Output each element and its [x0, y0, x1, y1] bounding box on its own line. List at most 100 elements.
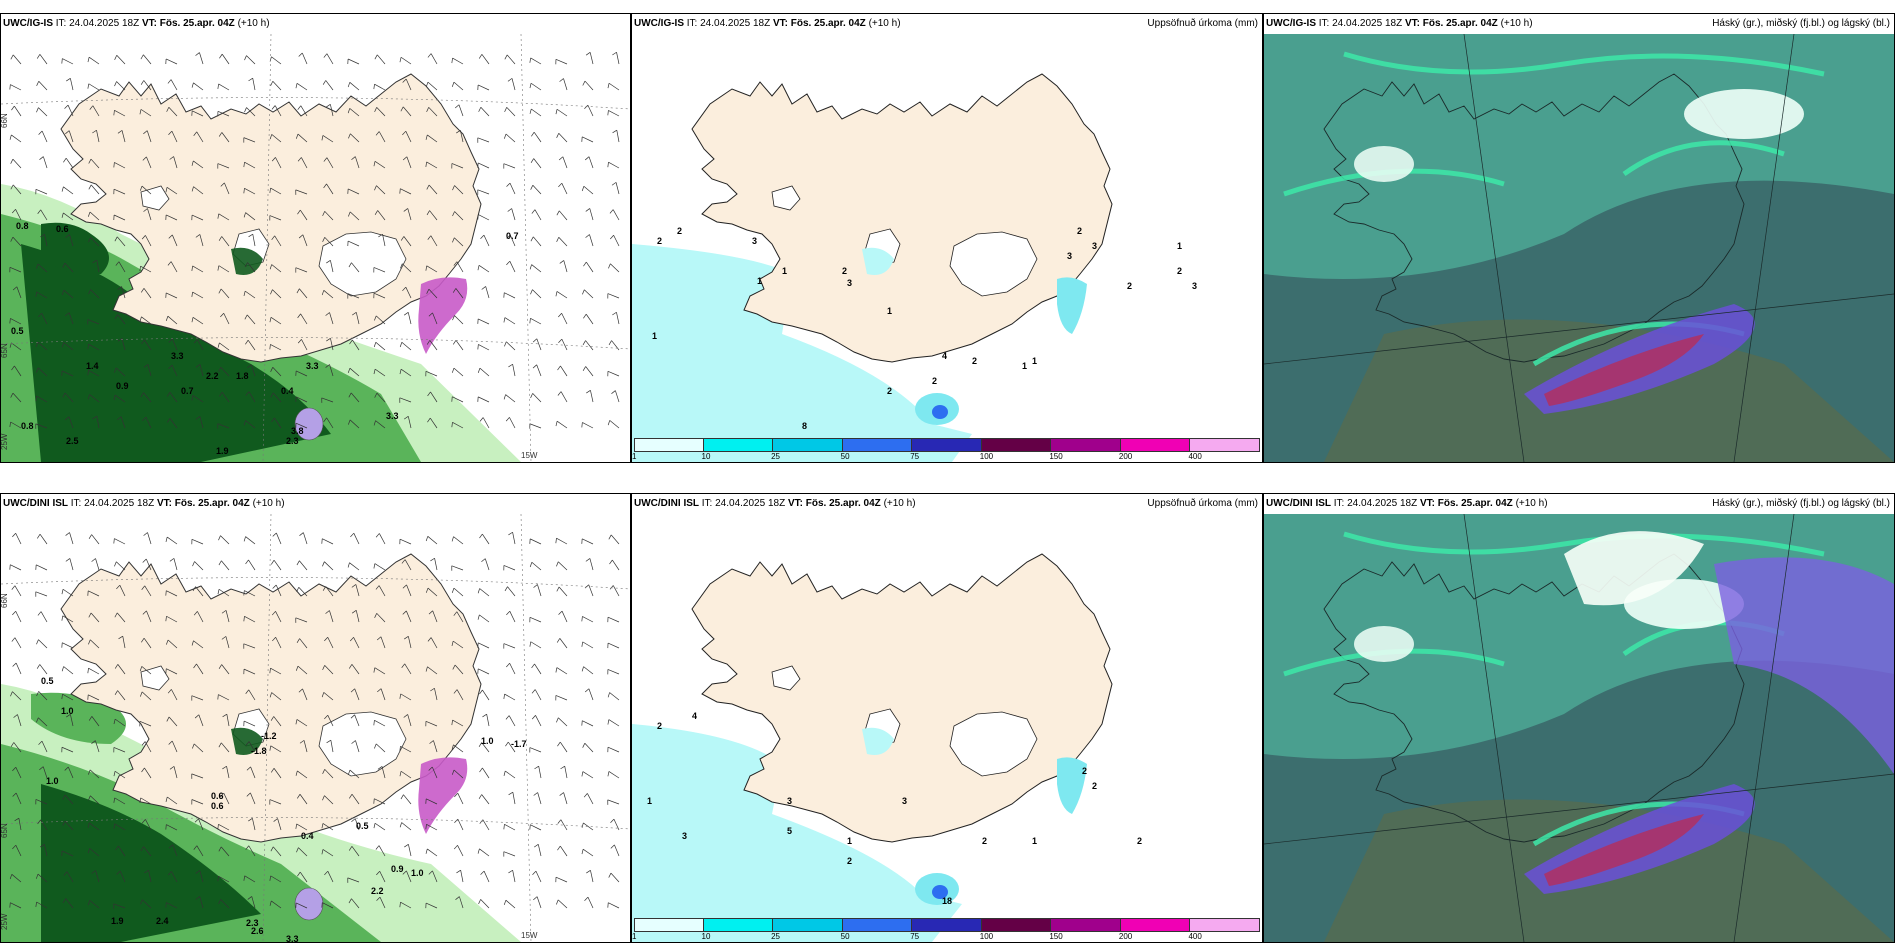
wind-barb	[507, 741, 516, 753]
wind-barb-flag	[37, 819, 41, 825]
wind-barb	[587, 896, 594, 909]
wind-barb	[558, 133, 568, 143]
wind-barb-flag	[36, 717, 39, 723]
wind-barb-flag	[88, 795, 91, 801]
wind-barb-flag	[193, 663, 197, 669]
wind-barb-flag	[297, 105, 302, 110]
precip-value-label: 3.3	[286, 934, 299, 942]
wind-barb	[536, 364, 542, 377]
wind-barb	[453, 367, 464, 377]
wind-barb-flag	[455, 896, 460, 900]
precip-value-label: 1	[757, 276, 762, 286]
panel-subtitle: Uppsöfnuð úrkoma (mm)	[1147, 18, 1258, 29]
wind-barb-flag	[504, 586, 508, 592]
wind-barb-flag	[140, 54, 144, 60]
wind-barb	[503, 565, 516, 571]
wind-barb-flag	[401, 559, 406, 564]
wind-barb-flag	[323, 417, 327, 423]
high-cloud-band	[1343, 51, 1825, 77]
precip-value-label: 1	[652, 331, 657, 341]
precip-area-heavy	[932, 405, 948, 419]
wind-barb-flag	[400, 794, 404, 800]
wind-barb-flag	[529, 57, 532, 63]
wind-barb-flag	[323, 183, 327, 189]
colorbar-tick-label: 100	[979, 932, 994, 941]
lon-label: 15W	[521, 451, 538, 460]
heavy-cloud-band	[1544, 334, 1704, 406]
wind-barb-flag	[87, 394, 90, 400]
wind-barb	[36, 291, 48, 299]
wind-barb	[199, 896, 204, 909]
wind-barb-flag	[298, 688, 303, 693]
lat-label: 66N	[1, 113, 9, 128]
wind-barb	[607, 370, 620, 377]
wind-barb	[35, 423, 48, 429]
wind-barb-flag	[558, 338, 563, 344]
map-area	[1264, 34, 1894, 462]
wind-barb-flag	[139, 666, 143, 672]
wind-barb-flag	[89, 105, 94, 110]
wind-barb-flag	[143, 364, 149, 368]
precip-value-label: 1.0	[481, 736, 494, 746]
wind-barb	[434, 688, 438, 701]
wind-barb	[63, 186, 74, 195]
wind-barb-flag	[555, 109, 558, 115]
wind-barb-flag	[610, 818, 615, 823]
wind-barb-flag	[66, 714, 71, 718]
wind-barb-flag	[425, 161, 427, 167]
wind-barb-flag	[375, 845, 380, 850]
precip-value-label: 1	[1032, 356, 1037, 366]
wind-barb	[141, 185, 152, 195]
wind-barb-flag	[374, 107, 378, 113]
wind-barb	[199, 870, 204, 883]
precip-value-label: 2.6	[251, 926, 264, 936]
wind-barb	[608, 110, 620, 117]
wind-barb-flag	[36, 54, 41, 59]
wind-barb-flag	[581, 666, 584, 672]
wind-barb-flag	[481, 558, 486, 563]
wind-barb	[44, 844, 48, 857]
wind-barb	[561, 313, 568, 325]
colorbar-frame	[634, 918, 1260, 932]
wind-barb-flag	[557, 741, 561, 747]
panel-header: UWC/DINI ISL IT: 24.04.2025 18Z VT: Fös.…	[1, 494, 630, 514]
wind-barb	[14, 365, 22, 377]
lon-label: 25W	[1, 433, 9, 450]
wind-barb	[165, 292, 178, 299]
wind-barb-flag	[11, 637, 16, 642]
wind-barb-flag	[373, 420, 376, 426]
wind-barb-flag	[36, 81, 40, 86]
wind-barb-flag	[403, 208, 408, 212]
precip-value-label: 2	[982, 836, 987, 846]
wind-barb-flag	[220, 792, 225, 798]
wind-barb	[65, 898, 74, 909]
wind-barb-flag	[87, 370, 89, 376]
wind-barb-flag	[165, 316, 169, 322]
wind-barb-flag	[243, 420, 246, 426]
wind-barb	[401, 341, 412, 351]
wind-barb	[612, 559, 620, 571]
wind-barb	[66, 871, 74, 883]
colorbar-tick-label: 75	[910, 452, 920, 461]
wind-barb-flag	[167, 79, 172, 84]
wind-barb	[303, 740, 308, 753]
wind-barb-flag	[217, 83, 219, 89]
wind-barb-flag	[555, 538, 557, 544]
precip-value-label: 2	[932, 376, 937, 386]
wind-barb	[114, 394, 126, 403]
wind-barb	[296, 396, 308, 403]
wind-barb	[351, 846, 360, 857]
wind-barb-flag	[168, 364, 173, 369]
wind-barb	[248, 391, 256, 403]
wind-barb-flag	[195, 52, 200, 56]
precip-value-label: 2	[1137, 836, 1142, 846]
wind-barb	[403, 236, 412, 247]
wind-barb	[561, 610, 568, 623]
wind-barb-flag	[557, 365, 561, 371]
wind-barb-flag	[503, 394, 506, 400]
wind-barb-flag	[299, 740, 305, 744]
wind-barb-flag	[608, 872, 612, 878]
wind-barb-flag	[35, 873, 39, 879]
wind-barb-flag	[143, 130, 148, 135]
wind-barb	[116, 55, 126, 65]
